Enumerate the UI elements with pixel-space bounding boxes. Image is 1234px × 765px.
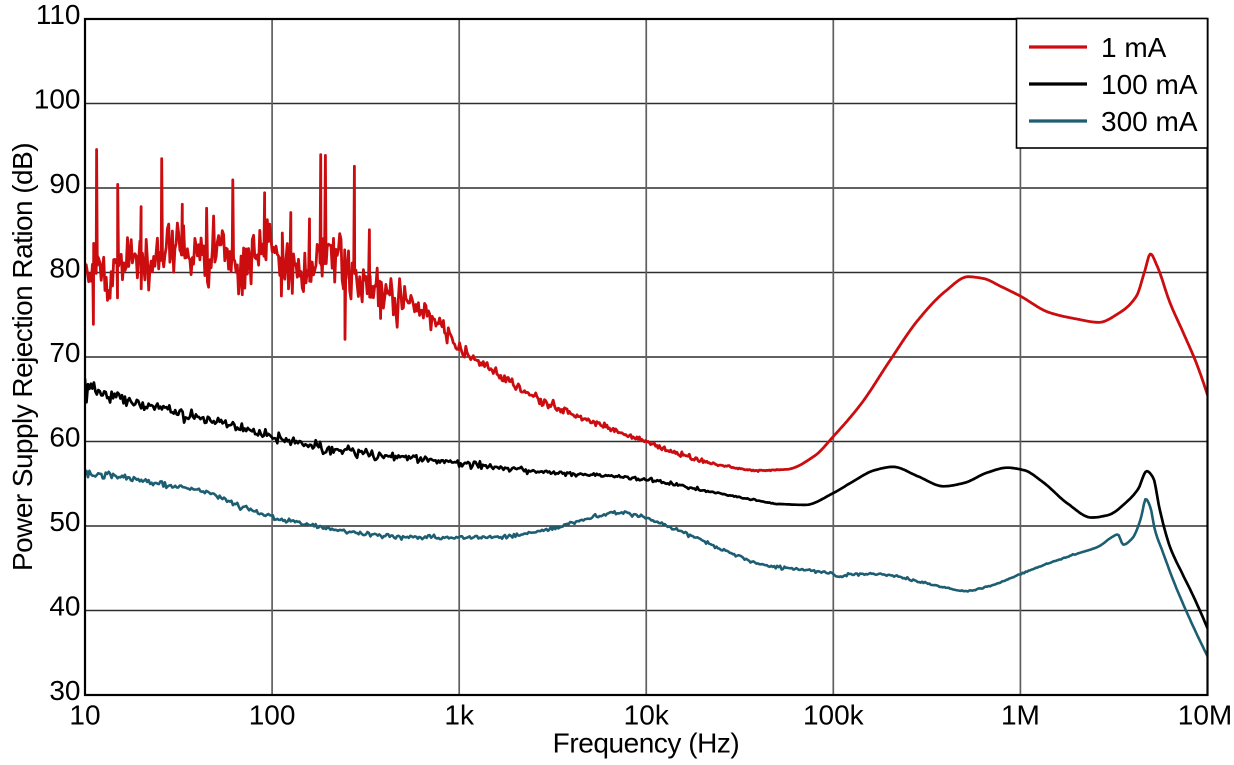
svg-text:10: 10 xyxy=(69,699,100,730)
svg-text:30: 30 xyxy=(49,675,80,706)
svg-text:80: 80 xyxy=(49,252,80,283)
svg-text:40: 40 xyxy=(49,590,80,621)
svg-text:10k: 10k xyxy=(624,699,670,730)
svg-text:100: 100 xyxy=(34,83,81,114)
svg-text:110: 110 xyxy=(36,0,81,30)
svg-text:60: 60 xyxy=(49,421,80,452)
svg-text:Frequency (Hz): Frequency (Hz) xyxy=(553,727,740,758)
svg-text:1 mA: 1 mA xyxy=(1101,32,1167,63)
svg-text:90: 90 xyxy=(49,168,80,199)
svg-text:100k: 100k xyxy=(803,699,865,730)
svg-text:100: 100 xyxy=(249,699,296,730)
svg-text:10M: 10M xyxy=(1178,699,1232,730)
svg-text:Power Supply Rejection Ration: Power Supply Rejection Ration (dB) xyxy=(7,143,38,571)
svg-text:50: 50 xyxy=(49,506,80,537)
svg-text:100 mA: 100 mA xyxy=(1101,69,1198,100)
svg-text:70: 70 xyxy=(49,337,80,368)
svg-text:1M: 1M xyxy=(1001,699,1040,730)
svg-text:300 mA: 300 mA xyxy=(1101,106,1198,137)
svg-text:1k: 1k xyxy=(444,699,475,730)
